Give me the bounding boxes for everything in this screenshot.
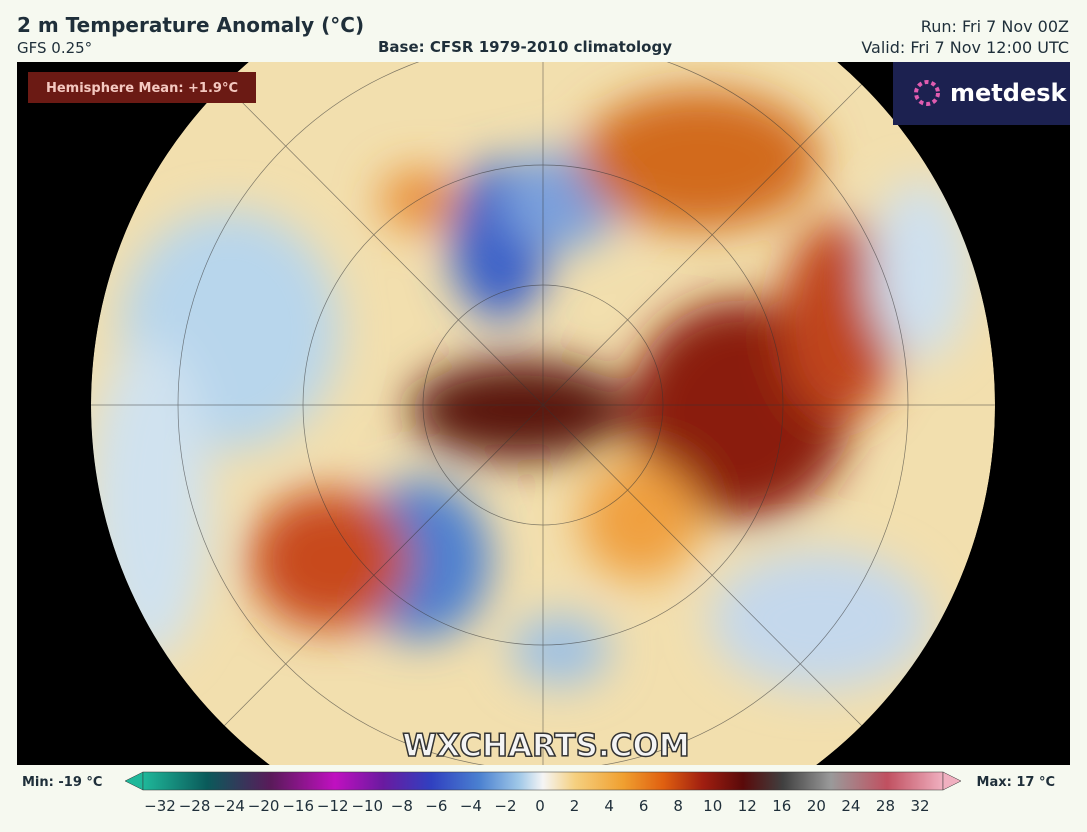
- colorbar-tick-label: −8: [391, 797, 413, 815]
- colorbar-tick-label: 10: [703, 797, 722, 815]
- colorbar-tick-label: −28: [179, 797, 211, 815]
- logo-icon: [914, 80, 940, 106]
- colorbar-tick-label: −24: [213, 797, 245, 815]
- colorbar-tick-label: 2: [570, 797, 580, 815]
- colorbar-tick-label: −6: [425, 797, 447, 815]
- logo: metdesk: [950, 79, 1068, 107]
- valid: Valid: Fri 7 Nov 12:00 UTC: [861, 38, 1069, 57]
- colorbar-tick-label: 16: [772, 797, 791, 815]
- colorbar-tick-label: −4: [460, 797, 482, 815]
- colorbar-tick-label: −12: [317, 797, 349, 815]
- base: Base: CFSR 1979-2010 climatology: [378, 38, 672, 56]
- colorbar-tick-label: −20: [248, 797, 280, 815]
- model: GFS 0.25°: [17, 39, 92, 57]
- colorbar-tick-label: −32: [144, 797, 176, 815]
- map: Hemisphere Mean: +1.9°C metdesk WXCHARTS…: [17, 62, 1070, 765]
- colorbar-tick-label: 4: [604, 797, 614, 815]
- max-label: Max: 17 °C: [977, 775, 1055, 790]
- colorbar-tick-label: 6: [639, 797, 649, 815]
- colorbar-tick-label: 8: [673, 797, 683, 815]
- colorbar-tick-label: −16: [282, 797, 314, 815]
- run: Run: Fri 7 Nov 00Z: [921, 17, 1069, 36]
- colorbar-tick-label: 28: [876, 797, 895, 815]
- colorbar-tick-label: 12: [738, 797, 757, 815]
- colorbar-tick-label: 24: [841, 797, 860, 815]
- hemisphere-mean-box: [28, 72, 256, 103]
- colorbar-tick-label: −2: [494, 797, 516, 815]
- colorbar: Min: -19 °C Max: 17 °C −32 −28 −24 −20 −16 −1…: [22, 771, 1055, 815]
- colorbar-tick-label: 32: [910, 797, 929, 815]
- colorbar-tick-label: −10: [351, 797, 383, 815]
- colorbar-tick-label: 0: [535, 797, 545, 815]
- colorbar-tick-label: 20: [807, 797, 826, 815]
- min-label: Min: -19 °C: [22, 775, 102, 790]
- logo-box: [893, 62, 1070, 125]
- hemisphere-mean: Hemisphere Mean: +1.9°C: [46, 81, 238, 96]
- watermark: WXCHARTS.COM: [402, 728, 689, 764]
- title: 2 m Temperature Anomaly (°C): [17, 13, 364, 37]
